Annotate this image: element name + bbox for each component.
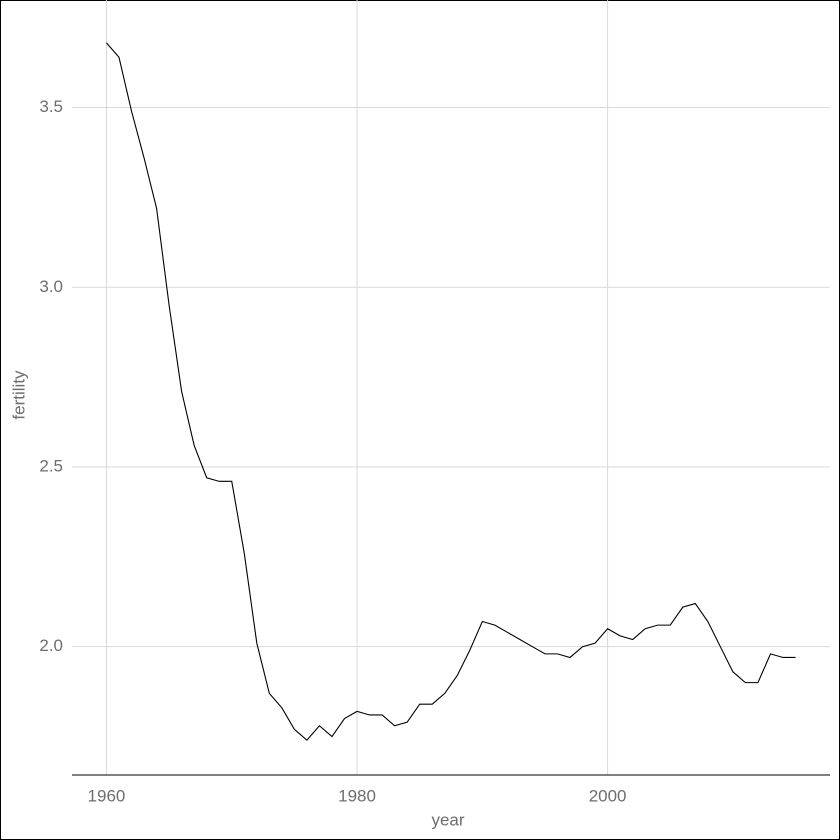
y-tick-label: 2.5 bbox=[39, 456, 63, 475]
y-axis-title: fertility bbox=[9, 370, 28, 420]
x-tick-label: 1960 bbox=[88, 786, 126, 805]
y-tick-label: 3.5 bbox=[39, 97, 63, 116]
y-tick-label: 3.0 bbox=[39, 277, 63, 296]
x-tick-label: 1980 bbox=[338, 786, 376, 805]
x-axis-title: year bbox=[431, 810, 464, 829]
y-tick-label: 2.0 bbox=[39, 636, 63, 655]
x-tick-label: 2000 bbox=[589, 786, 627, 805]
data-line bbox=[106, 42, 796, 741]
